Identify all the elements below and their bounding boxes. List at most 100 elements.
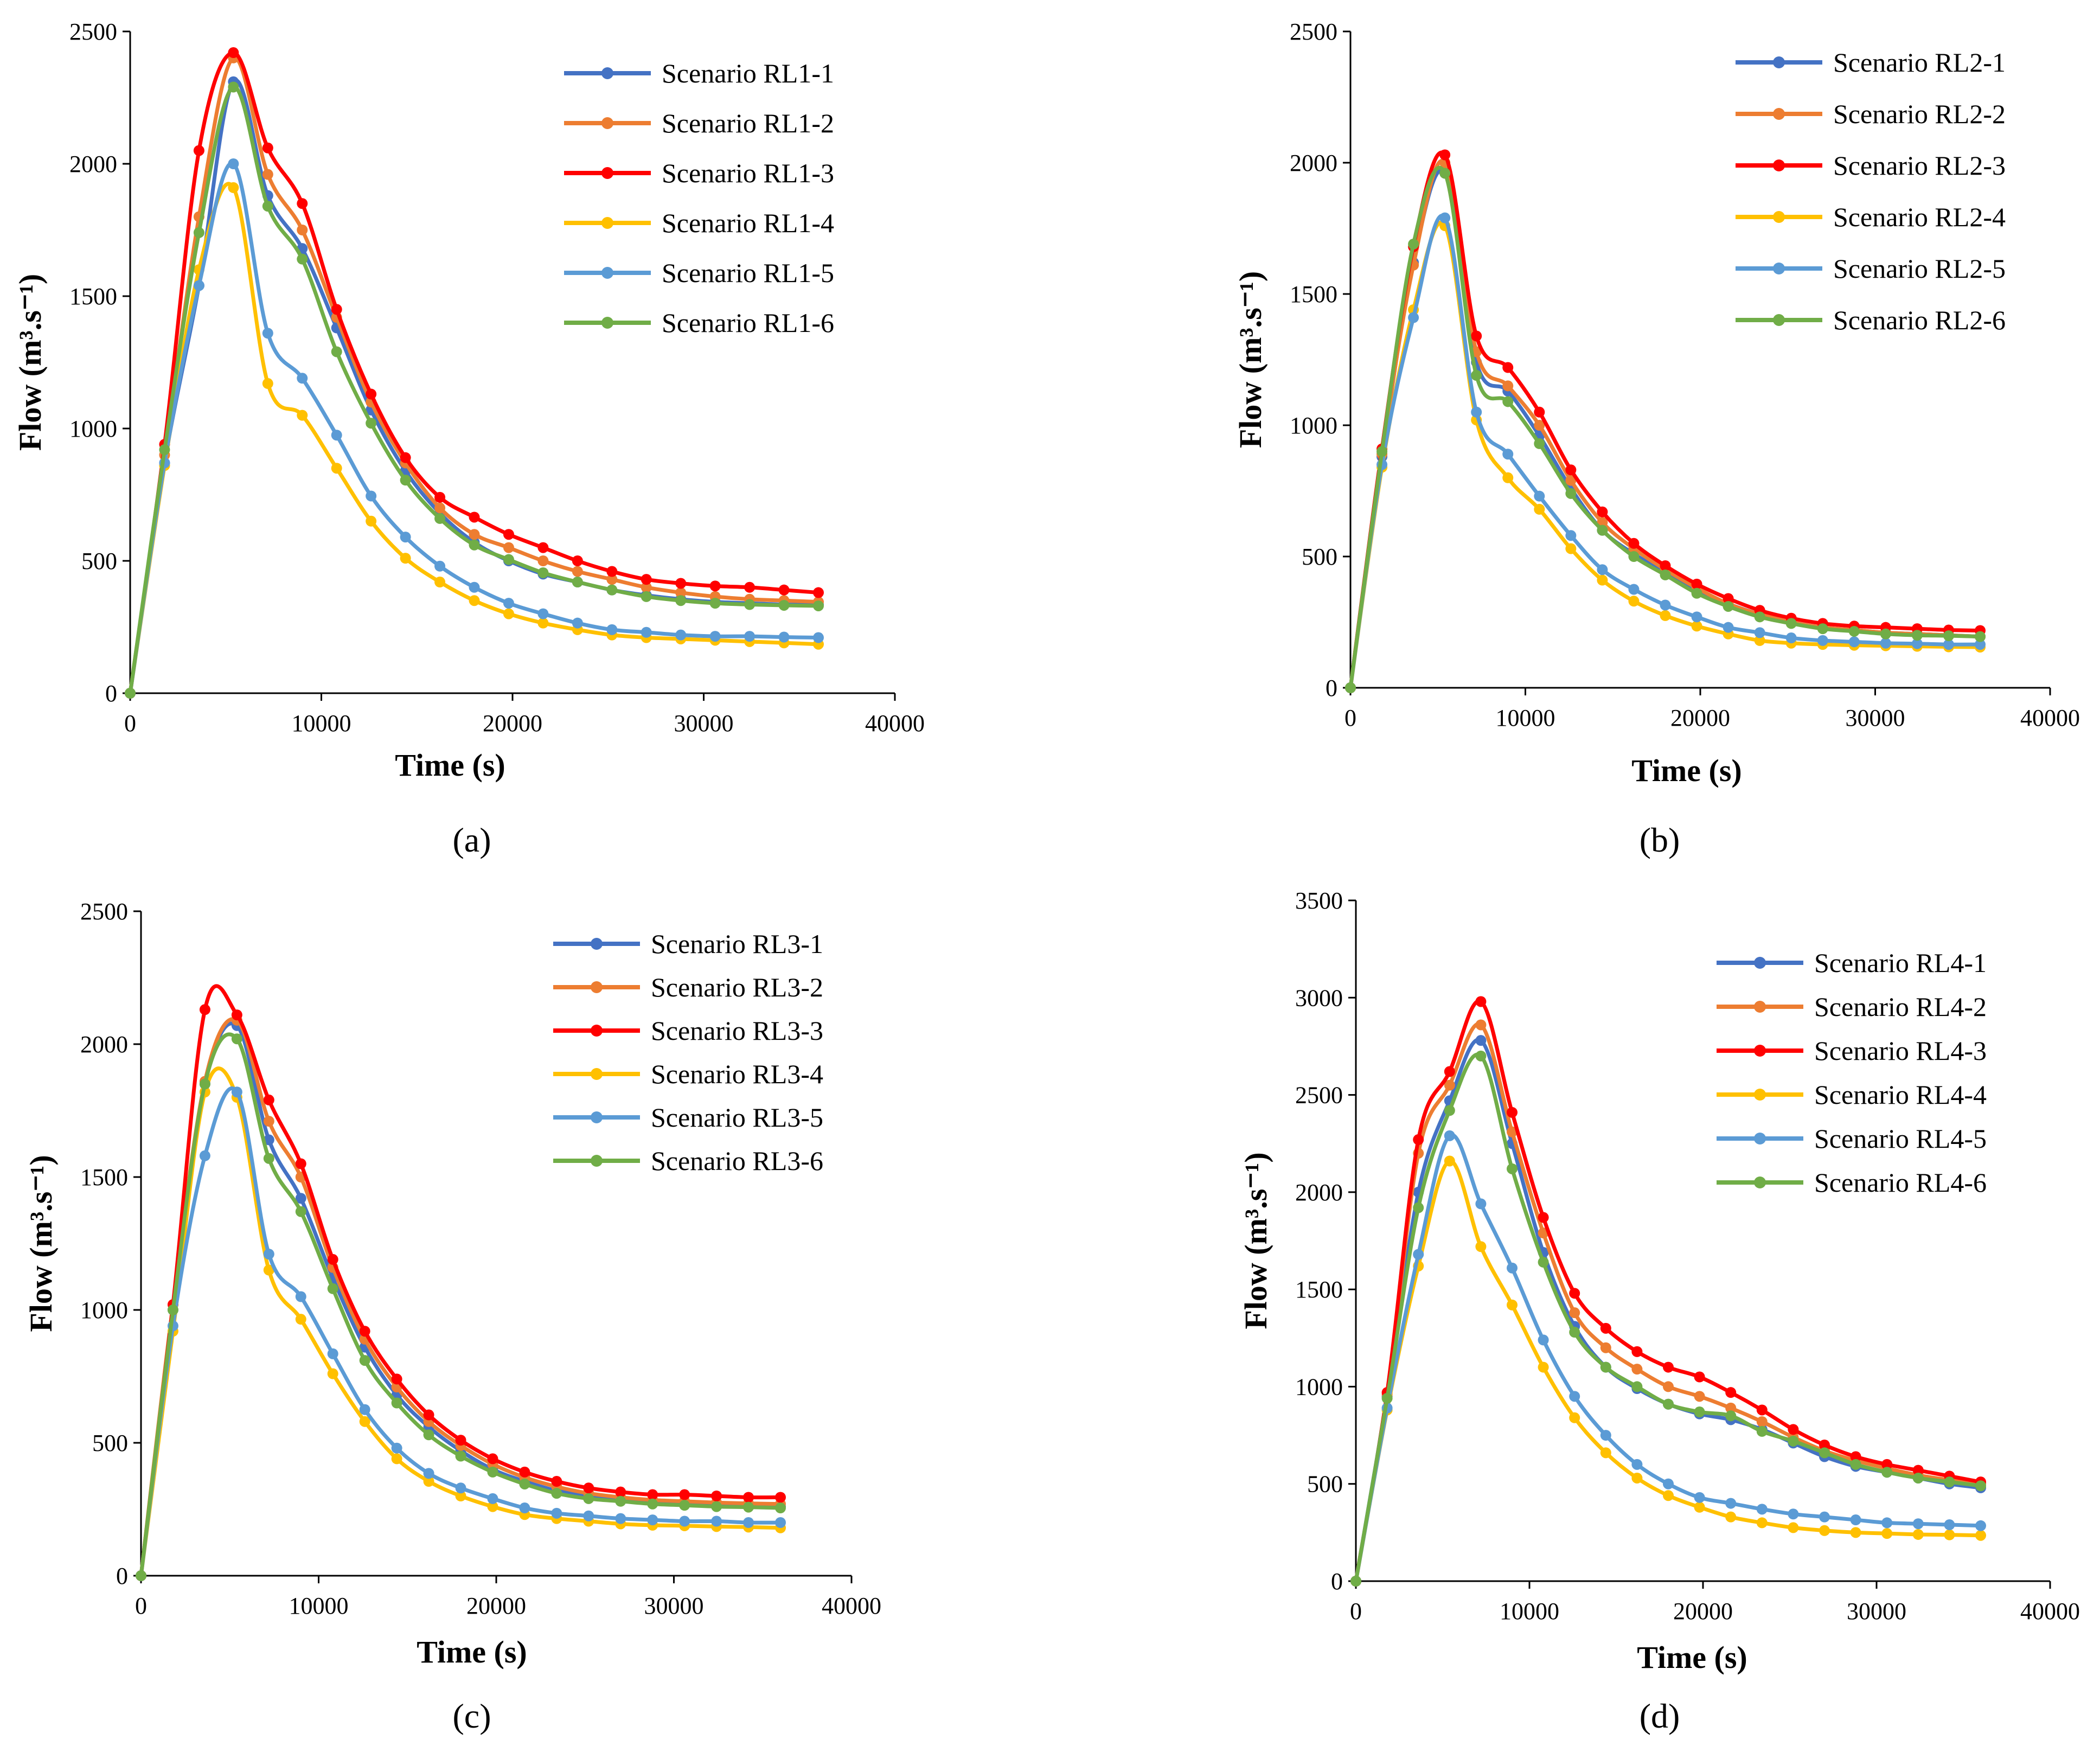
chart-panel-1: 0 500 1000 1500 2000 2500 0 10000 20000 30000 4000… <box>12 18 925 859</box>
legend-entry: Scenario RL1-6 <box>564 308 834 338</box>
series-line <box>128 161 819 694</box>
data-point <box>1444 1079 1455 1091</box>
data-point <box>813 632 824 643</box>
data-point <box>1538 1334 1549 1346</box>
data-point <box>295 1193 306 1204</box>
x-tick-label: 30000 <box>674 710 734 737</box>
y-tick-label: 0 <box>1331 1568 1343 1595</box>
legend-entry: Scenario RL3-2 <box>553 972 823 1002</box>
data-point <box>537 617 549 629</box>
legend-swatch-marker <box>601 117 613 129</box>
data-point <box>743 1501 754 1513</box>
y-tick-label: 500 <box>1302 543 1337 570</box>
x-tick-label: 0 <box>1344 705 1356 731</box>
data-point <box>1534 406 1545 418</box>
data-point <box>1975 639 1986 650</box>
data-point <box>199 1004 210 1015</box>
data-point <box>1565 488 1577 499</box>
data-point <box>297 225 308 235</box>
data-point <box>297 253 308 265</box>
data-point <box>1663 1381 1674 1392</box>
data-point <box>1350 1576 1361 1587</box>
data-point <box>1850 1459 1861 1470</box>
series-line <box>139 984 781 1576</box>
legend-entry: Scenario RL2-3 <box>1736 150 2006 181</box>
data-point <box>263 1153 274 1164</box>
data-point <box>263 1249 274 1260</box>
series-6 <box>136 1032 786 1581</box>
data-point <box>1475 996 1487 1007</box>
data-point <box>366 490 377 502</box>
legend-entry: Scenario RL1-2 <box>564 108 834 138</box>
data-point <box>297 373 308 384</box>
data-point <box>136 1570 146 1581</box>
legend-label: Scenario RL4-2 <box>1814 992 1987 1022</box>
legend-entry: Scenario RL2-4 <box>1736 202 2006 232</box>
data-point <box>434 577 446 588</box>
legend-entry: Scenario RL4-1 <box>1717 948 1987 978</box>
legend-swatch-marker <box>601 267 613 279</box>
data-point <box>1881 1517 1893 1529</box>
data-point <box>778 599 790 611</box>
legend-label: Scenario RL1-2 <box>662 108 834 138</box>
data-point <box>1817 635 1828 646</box>
x-tick-label: 10000 <box>1496 705 1555 731</box>
series-line <box>1354 1022 1981 1582</box>
data-point <box>1471 330 1482 342</box>
x-tick-label: 0 <box>135 1593 147 1619</box>
data-point <box>778 631 790 643</box>
data-point <box>1663 1398 1674 1410</box>
data-point <box>1565 464 1577 476</box>
y-tick-label: 1000 <box>1290 412 1337 439</box>
legend-entry: Scenario RL4-2 <box>1717 992 1987 1022</box>
data-point <box>615 1486 626 1498</box>
series-6 <box>1350 1050 1986 1587</box>
data-point <box>1663 1478 1674 1489</box>
data-point <box>1944 1519 1955 1531</box>
data-point <box>1538 1361 1549 1373</box>
data-point <box>193 227 204 238</box>
data-point <box>1475 1241 1487 1252</box>
legend-swatch-marker <box>591 938 603 950</box>
data-point <box>1785 632 1797 644</box>
data-point <box>1565 543 1577 554</box>
data-point <box>1912 1465 1924 1476</box>
panel-label: (b) <box>1640 821 1680 859</box>
data-point <box>583 1510 594 1521</box>
data-point <box>572 617 583 629</box>
data-point <box>1880 637 1891 649</box>
data-point <box>641 591 652 602</box>
data-point <box>263 1264 274 1276</box>
legend-entry: Scenario RL1-3 <box>564 158 834 188</box>
data-point <box>1912 1518 1924 1530</box>
x-tick-label: 10000 <box>289 1593 349 1619</box>
data-point <box>400 475 411 486</box>
data-point <box>503 608 514 619</box>
x-tick-label: 40000 <box>865 710 925 737</box>
data-point <box>551 1488 562 1499</box>
y-tick-label: 500 <box>92 1430 128 1456</box>
legend-swatch-marker <box>591 1155 603 1167</box>
legend-entry: Scenario RL2-6 <box>1736 305 2006 335</box>
series-4 <box>1345 220 1986 693</box>
data-point <box>1628 538 1640 549</box>
data-point <box>1471 406 1482 418</box>
data-point <box>606 566 618 577</box>
data-point <box>1819 1525 1830 1536</box>
y-tick-label: 0 <box>105 680 117 707</box>
data-point <box>1475 1050 1487 1062</box>
data-point <box>1850 1527 1861 1538</box>
data-point <box>1819 1447 1830 1459</box>
data-point <box>1631 1459 1643 1470</box>
data-point <box>1534 420 1545 431</box>
data-point <box>647 1498 658 1510</box>
data-point <box>813 600 824 611</box>
series-5 <box>125 158 824 699</box>
series-line <box>128 50 819 694</box>
y-tick-label: 2000 <box>1290 150 1337 176</box>
data-point <box>744 599 756 610</box>
data-point <box>606 584 618 596</box>
legend-label: Scenario RL2-1 <box>1833 47 2006 78</box>
data-point <box>1725 1402 1737 1414</box>
